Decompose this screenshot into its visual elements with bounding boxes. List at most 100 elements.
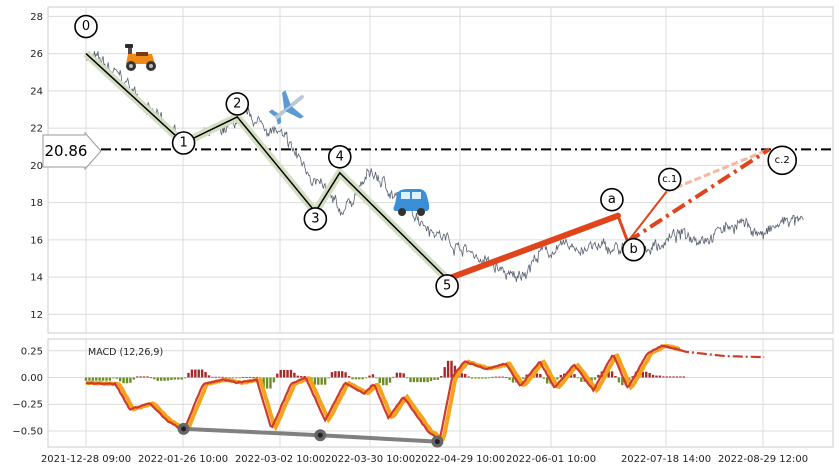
macd-histogram-bar xyxy=(136,376,139,378)
macd-histogram-bar xyxy=(484,377,487,379)
macd-histogram-bar xyxy=(142,376,146,378)
macd-histogram-bar xyxy=(187,372,190,378)
macd-histogram-bar xyxy=(153,377,156,380)
macd-histogram-bar xyxy=(211,376,214,378)
macd-histogram-bar xyxy=(129,377,132,383)
x-tick-label: 2022-08-29 12:00 xyxy=(718,454,808,465)
macd-histogram-bar xyxy=(422,377,426,383)
wave-marker-text: 5 xyxy=(443,278,451,293)
macd-histogram-bar xyxy=(494,376,498,378)
x-tick-label: 2022-04-29 10:00 xyxy=(415,454,505,465)
macd-y-ticks: 0.25 0.00 −0.25 −0.50 xyxy=(12,346,43,437)
macd-histogram-bar xyxy=(214,376,218,378)
macd-histogram-bar xyxy=(651,374,655,378)
macd-histogram-bar xyxy=(675,376,679,378)
macd-divergence-marker-dot xyxy=(181,426,187,432)
wave-marker-text: c.2 xyxy=(775,155,790,166)
macd-divergence-marker-dot xyxy=(317,432,323,438)
price-y-tick-label: 22 xyxy=(30,124,43,135)
macd-histogram-bar xyxy=(279,369,282,378)
macd-histogram-bar xyxy=(607,371,610,378)
macd-histogram-bar xyxy=(504,376,508,378)
macd-histogram-bar xyxy=(426,377,429,383)
wave-marker-circle xyxy=(171,131,196,155)
wave-marker-circle xyxy=(657,167,682,192)
macd-histogram-bar xyxy=(416,377,419,383)
macd-histogram-bar xyxy=(98,377,101,381)
macd-histogram-bar xyxy=(296,375,299,378)
macd-y-tick-label: −0.50 xyxy=(12,426,43,437)
macd-histogram-bar xyxy=(194,369,197,378)
macd-histogram-bar xyxy=(122,377,125,384)
macd-histogram-bar xyxy=(665,376,668,378)
macd-histogram-bar xyxy=(668,376,672,378)
macd-histogram-bar xyxy=(170,377,173,380)
macd-histogram-bar xyxy=(559,374,563,378)
macd-y-tick-label: 0.00 xyxy=(21,373,43,384)
macd-histogram-bar xyxy=(255,376,258,378)
macd-histogram-bar xyxy=(344,372,347,378)
macd-histogram-bar xyxy=(221,376,224,378)
wave-label-3: 3 xyxy=(303,207,328,231)
impulse-wave xyxy=(85,53,448,280)
macd-histogram-bar xyxy=(388,377,392,383)
projection-b-to-c2 xyxy=(626,147,771,244)
macd-histogram-bar xyxy=(156,377,159,381)
macd-histogram-bar xyxy=(303,376,306,378)
macd-histogram-bar xyxy=(440,375,443,378)
macd-histogram-bar xyxy=(320,377,323,385)
macd-histogram-bar xyxy=(159,377,163,381)
macd-histogram-bar xyxy=(467,376,470,378)
macd-histogram-bar xyxy=(88,377,91,381)
wave-label-4: 4 xyxy=(327,144,352,169)
macd-histogram-bar xyxy=(477,377,481,379)
car-icon xyxy=(393,189,430,216)
wave-marker-circle xyxy=(435,274,459,298)
macd-histogram-bar xyxy=(542,377,545,379)
wave-label-5: 5 xyxy=(435,274,459,298)
macd-projection-line xyxy=(661,344,765,359)
x-tick-label: 2022-01-26 10:00 xyxy=(138,454,228,465)
macd-histogram-bar xyxy=(317,377,320,385)
macd-histogram-bar xyxy=(436,377,440,380)
macd-histogram-bar xyxy=(405,377,409,379)
macd-histogram-bar xyxy=(682,376,685,378)
price-y-tick-label: 12 xyxy=(30,310,43,321)
macd-histogram-bar xyxy=(617,377,621,383)
macd-histogram-bar xyxy=(501,376,504,378)
macd-histogram-bar xyxy=(190,369,194,378)
macd-histogram-bar xyxy=(522,377,525,379)
x-tick-label: 2021-12-28 09:00 xyxy=(41,454,131,465)
price-y-tick-label: 14 xyxy=(30,273,43,284)
wave-marker-circle xyxy=(767,145,798,176)
wave-marker-text: b xyxy=(630,242,638,257)
correction-wave-c1 xyxy=(626,190,668,243)
macd-histogram-bar xyxy=(313,377,317,385)
macd-histogram-bar xyxy=(470,377,474,379)
wave-marker-circle xyxy=(303,207,328,231)
macd-histogram-bar xyxy=(207,375,211,378)
macd-histogram-bar xyxy=(231,377,235,379)
macd-histogram-bar xyxy=(481,377,484,379)
macd-histogram-bar xyxy=(105,377,108,381)
projection-c1-to-c2 xyxy=(666,147,770,193)
macd-histogram-bar xyxy=(149,377,153,379)
macd-histogram-bar xyxy=(248,376,252,378)
macd-histogram-bar xyxy=(573,374,576,378)
price-y-tick-label: 16 xyxy=(30,235,43,246)
wave-marker-text: 1 xyxy=(179,135,187,150)
macd-histogram-bar xyxy=(381,377,385,386)
level-callout: 20.86 xyxy=(42,131,102,171)
macd-histogram-bar xyxy=(402,373,405,378)
macd-histogram-bar xyxy=(498,376,501,378)
airplane-icon xyxy=(268,90,304,125)
macd-histogram-bar xyxy=(334,371,337,378)
macd-histogram-bar xyxy=(672,376,675,378)
x-tick-label: 2022-07-18 14:00 xyxy=(621,454,711,465)
macd-title: MACD (12,26,9) xyxy=(88,347,163,358)
wave-label-1: 1 xyxy=(171,131,196,155)
macd-histogram-bar xyxy=(139,376,142,378)
price-y-tick-label: 20 xyxy=(30,161,43,172)
macd-histogram-bar xyxy=(262,377,265,388)
